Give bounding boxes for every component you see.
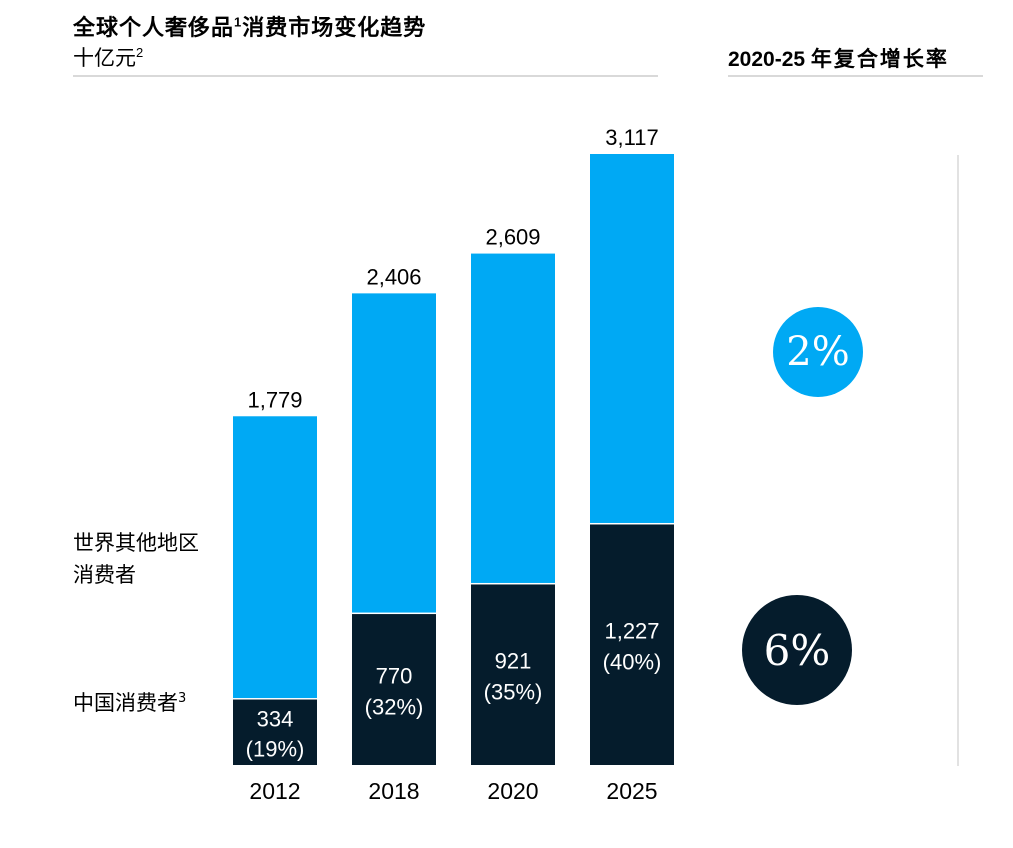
total-label-2020: 2,609 [485,225,540,250]
divider [728,75,983,77]
x-tick-2025: 2025 [606,778,657,804]
bar-china-2012 [233,699,317,765]
china-share-label-2018: (32%) [365,695,424,720]
bar-rest-of-world-2018 [352,293,436,613]
bar-rest-of-world-2025 [590,154,674,523]
total-label-2025: 3,117 [605,125,658,150]
bar-china-2020 [471,584,555,765]
legend-rest-of-world: 世界其他地区消费者 [73,531,199,587]
cagr-china-badge: 6% [742,595,852,705]
bar-rest-of-world-2020 [471,253,555,583]
china-share-label-2025: (40%) [603,650,662,675]
legend-china: 中国消费者3 [73,691,187,715]
china-share-label-2012: (19%) [246,737,305,762]
china-value-label-2020: 921 [495,649,532,674]
cagr-rest-of-world-badge: 2% [773,307,863,397]
bar-china-2018 [352,614,436,765]
chart-title: 全球个人奢侈品1消费市场变化趋势 [73,14,427,41]
bar-rest-of-world-2012 [233,416,317,699]
china-value-label-2012: 334 [257,707,294,732]
cagr-title: 2020-25 年复合增长率 [728,47,949,71]
china-value-label-2018: 770 [376,664,413,689]
divider [73,75,658,77]
x-tick-2020: 2020 [487,778,538,804]
china-share-label-2020: (35%) [484,680,543,705]
bar-china-2025 [590,524,674,765]
total-label-2012: 1,779 [247,387,302,412]
x-tick-2018: 2018 [368,778,419,804]
x-tick-2012: 2012 [249,778,300,804]
total-label-2018: 2,406 [366,264,421,289]
china-value-label-2025: 1,227 [604,619,659,644]
unit-label: 十亿元2 [73,45,144,70]
